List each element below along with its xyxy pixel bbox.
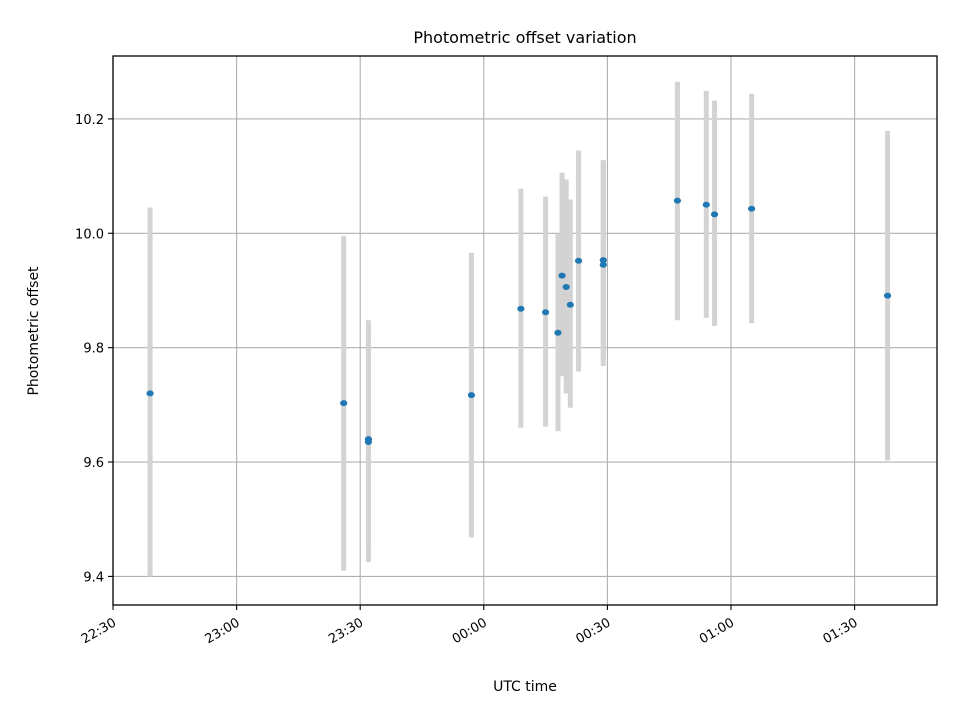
y-tick-label: 10.2	[75, 113, 104, 128]
data-point	[710, 211, 719, 218]
data-point	[364, 439, 373, 446]
y-tick-label: 9.6	[83, 456, 104, 471]
data-points	[146, 197, 892, 446]
data-point	[554, 329, 562, 336]
data-point	[748, 205, 756, 212]
y-tick-label: 9.4	[83, 570, 104, 585]
data-point	[673, 197, 682, 204]
data-point	[558, 272, 566, 279]
data-point	[574, 257, 583, 264]
data-point	[566, 301, 574, 308]
data-point	[542, 309, 550, 316]
data-point	[467, 392, 476, 399]
y-tick-label: 9.8	[83, 342, 104, 357]
data-point	[517, 305, 525, 312]
y-axis-ticks: 9.4 9.6 9.8 10.0 10.2	[75, 113, 113, 585]
data-point	[599, 257, 607, 264]
y-axis-label: Photometric offset	[26, 266, 42, 396]
data-point	[702, 201, 710, 208]
plot-frame	[112, 55, 938, 606]
data-point	[340, 400, 348, 407]
y-tick-label: 10.0	[75, 227, 104, 242]
x-axis-label: UTC time	[493, 679, 557, 695]
data-point	[146, 390, 154, 397]
data-point	[883, 292, 892, 299]
data-point	[599, 261, 607, 268]
data-point	[562, 284, 570, 291]
chart-title: Photometric offset variation	[413, 28, 636, 47]
grid	[112, 56, 937, 605]
